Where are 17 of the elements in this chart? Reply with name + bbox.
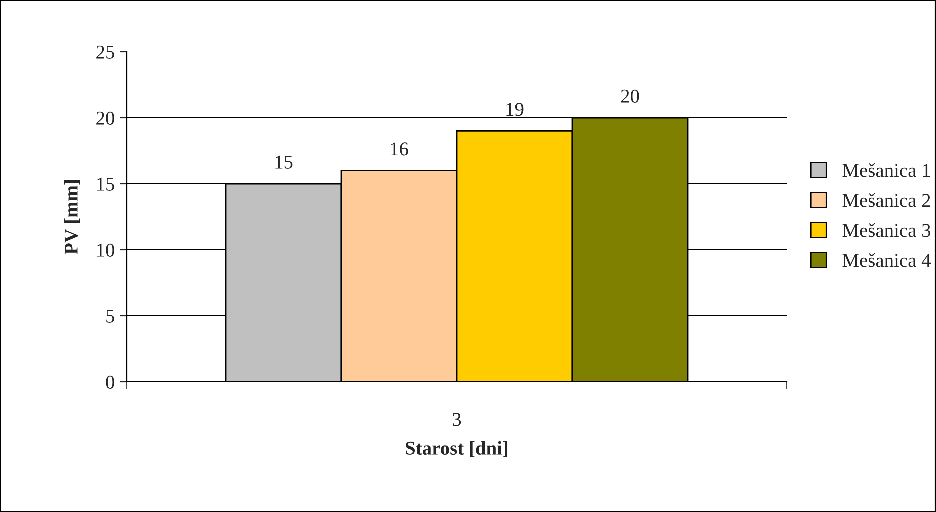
- x-tick-label: 3: [453, 413, 462, 426]
- data-label: 19: [506, 103, 524, 116]
- legend-label: Mešanica 2: [842, 193, 930, 208]
- data-label: 20: [621, 90, 640, 103]
- y-tick-label: 20: [96, 112, 114, 125]
- y-tick-label: 10: [97, 244, 114, 257]
- y-tick-label: 15: [97, 178, 114, 191]
- legend-label: Mešanica 3: [842, 224, 931, 238]
- data-label: 15: [276, 156, 293, 169]
- y-tick-label: 25: [96, 46, 114, 59]
- y-tick-label: 0: [106, 376, 114, 389]
- legend-label: Mešanica 1: [842, 163, 930, 178]
- x-axis-title: Starost [dni]: [406, 441, 508, 458]
- y-axis-title: PV [mm]: [64, 180, 80, 255]
- legend-label: Mešanica 4: [842, 254, 931, 268]
- y-tick-label: 5: [106, 310, 114, 323]
- data-label: 16: [391, 142, 408, 156]
